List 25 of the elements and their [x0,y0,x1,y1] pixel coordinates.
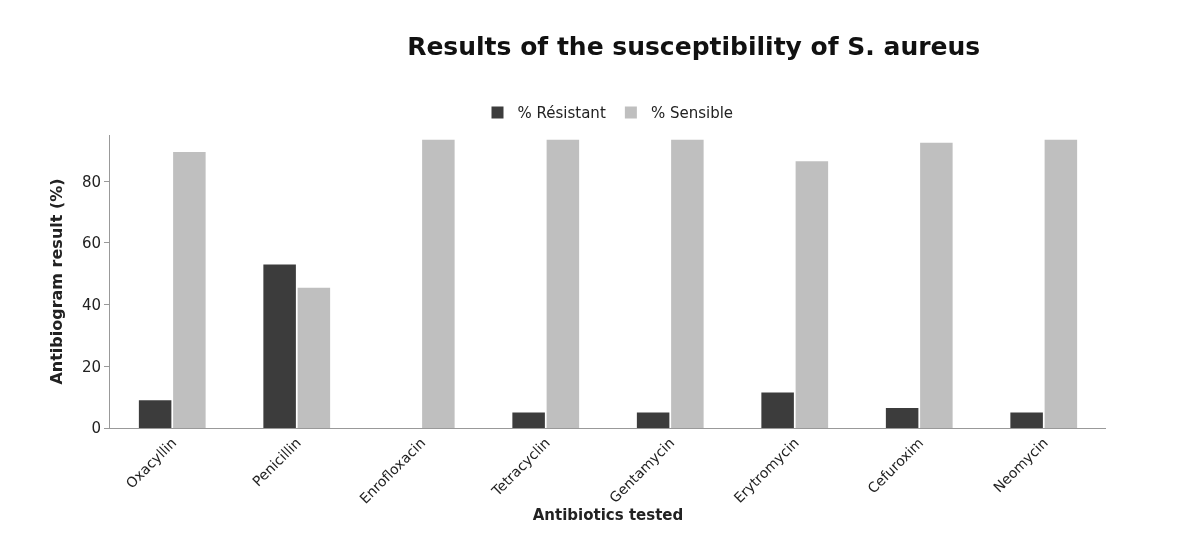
bar [636,412,670,428]
bar [263,264,296,428]
bar [885,407,919,428]
y-tick-label: 80 [81,172,101,191]
bar [297,287,331,428]
y-tick-label: 60 [81,234,101,253]
bar [422,139,455,428]
bar [138,400,172,428]
bar [173,151,206,428]
bar [761,392,794,428]
bar [920,142,953,428]
y-tick-label: 20 [81,357,101,376]
y-tick-label: 40 [81,295,101,314]
bar [1010,412,1043,428]
bar [512,412,545,428]
y-tick-label: 0 [91,419,101,438]
y-axis-title: Antibiogram result (%) [46,178,66,385]
bar [1044,139,1078,428]
bar [671,139,704,428]
chart-title: Results of the susceptibility of S. aureus [407,31,981,61]
legend-label: % Sensible [650,104,734,123]
bar [546,139,580,428]
bar [795,161,829,428]
x-axis-title: Antibiotics tested [532,505,684,524]
legend-label: % Résistant [517,104,606,123]
